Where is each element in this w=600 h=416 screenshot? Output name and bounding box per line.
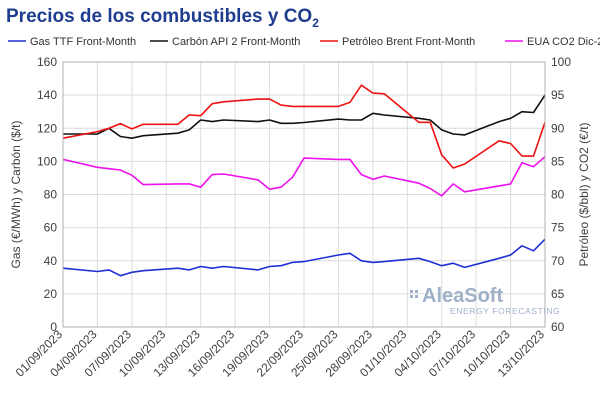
legend-label: Petróleo Brent Front-Month	[342, 36, 475, 48]
logo-mark-icon	[410, 290, 413, 293]
y-right-tick-label: 85	[551, 154, 565, 168]
y-left-tick-label: 80	[44, 188, 58, 202]
y-left-tick-label: 140	[37, 88, 57, 102]
logo-mark-icon	[415, 290, 418, 293]
y-left-tick-label: 100	[37, 154, 57, 168]
series-line-4	[62, 156, 546, 197]
y-right-tick-label: 100	[551, 55, 571, 69]
y-left-tick-label: 160	[37, 55, 57, 69]
series-line-1	[62, 238, 546, 277]
y-left-tick-label: 60	[44, 221, 58, 235]
plot-frame	[62, 61, 546, 328]
watermark-tagline: ENERGY FORECASTING	[450, 306, 560, 316]
logo-mark-icon	[410, 295, 413, 298]
y-right-tick-label: 80	[551, 188, 565, 202]
y-left-tick-label: 40	[44, 254, 58, 268]
legend-label: Carbón API 2 Front-Month	[172, 36, 300, 48]
y-right-axis-label: Petróleo ($/bbl) y CO2 (€/t)	[577, 122, 591, 266]
y-right-tick-label: 70	[551, 254, 565, 268]
watermark-brand: AleaSoft	[422, 285, 503, 307]
y-left-tick-label: 0	[50, 320, 57, 334]
legend-label: Gas TTF Front-Month	[30, 36, 136, 48]
y-right-tick-label: 90	[551, 121, 565, 135]
series-line-2	[63, 94, 546, 139]
logo-mark-icon	[415, 295, 418, 298]
y-left-tick-label: 20	[44, 287, 58, 301]
legend-label: EUA CO2 Dic-23	[527, 36, 600, 48]
y-right-tick-label: 65	[551, 287, 565, 301]
chart-title: Precios de los combustibles y CO2	[6, 6, 319, 30]
y-right-tick-label: 60	[551, 320, 565, 334]
y-left-axis-label: Gas (€/MWh) y Carbón ($/t)	[9, 120, 23, 268]
y-right-tick-label: 95	[551, 88, 565, 102]
y-right-tick-label: 75	[551, 221, 565, 235]
series-line-3	[62, 84, 546, 169]
y-left-tick-label: 120	[37, 121, 57, 135]
